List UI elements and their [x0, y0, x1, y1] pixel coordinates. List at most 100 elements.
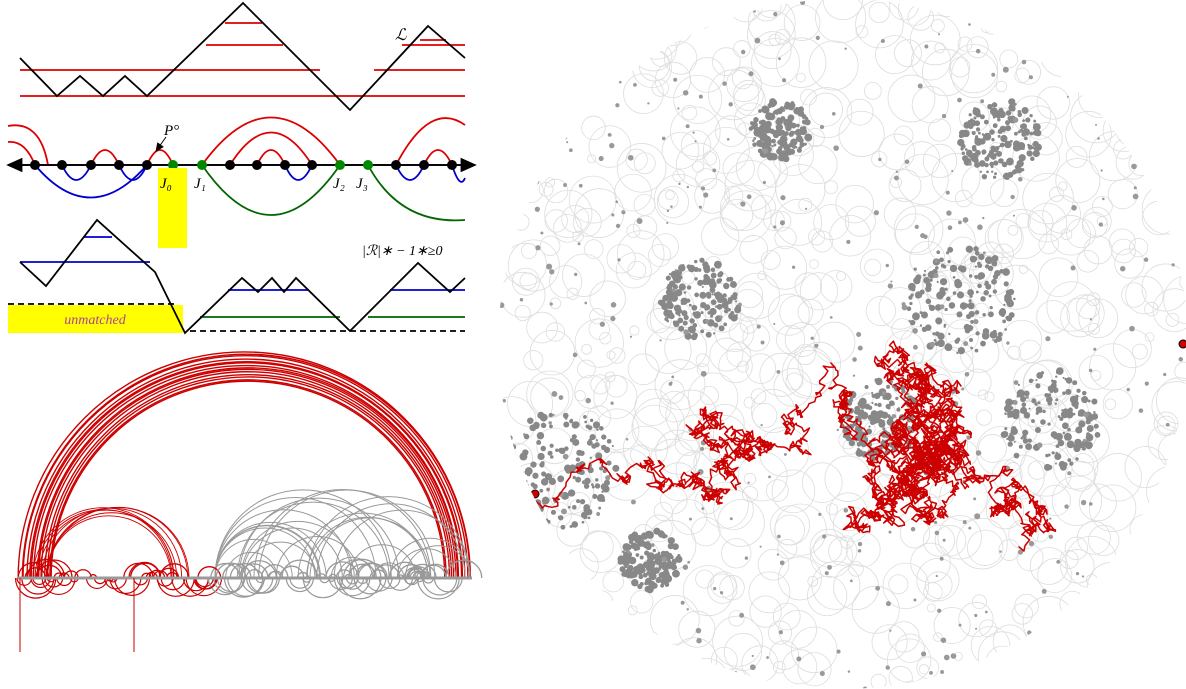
- cluster: [1123, 627, 1125, 629]
- cluster: [868, 406, 873, 411]
- cell: [1066, 111, 1112, 157]
- cell: [527, 92, 562, 127]
- cluster: [942, 114, 946, 118]
- cluster: [993, 176, 996, 179]
- cluster: [937, 333, 944, 340]
- cluster: [532, 680, 534, 682]
- cell: [641, 647, 657, 663]
- cell: [773, 603, 800, 630]
- cluster: [546, 102, 548, 104]
- cluster: [796, 124, 800, 128]
- cluster: [605, 475, 610, 480]
- cluster: [504, 455, 511, 462]
- cluster: [785, 126, 787, 128]
- cluster: [611, 213, 614, 216]
- cell: [668, 670, 684, 686]
- cell: [825, 456, 871, 502]
- cluster: [983, 290, 988, 295]
- cluster: [1139, 408, 1144, 413]
- label: P°: [163, 123, 179, 139]
- cell: [1059, 182, 1068, 191]
- cell: [1147, 129, 1186, 170]
- cluster: [498, 237, 503, 242]
- cluster: [697, 280, 703, 286]
- cluster: [1056, 560, 1060, 564]
- cluster: [1005, 398, 1013, 406]
- cluster: [768, 475, 771, 478]
- cluster: [665, 314, 668, 317]
- cell: [703, 127, 749, 173]
- cell: [1040, 32, 1084, 76]
- cluster: [872, 394, 876, 398]
- cluster: [530, 461, 536, 467]
- cluster: [918, 279, 921, 282]
- cluster: [1020, 407, 1027, 414]
- cluster: [975, 628, 977, 630]
- cell: [1167, 608, 1178, 619]
- cluster: [982, 217, 984, 219]
- cluster: [998, 332, 1003, 337]
- cluster: [888, 406, 891, 409]
- cluster: [701, 311, 704, 314]
- cluster: [537, 432, 544, 439]
- cluster: [789, 132, 794, 137]
- cluster: [501, 26, 504, 29]
- cell: [515, 305, 530, 320]
- cell: [746, 0, 756, 9]
- cluster: [977, 284, 982, 289]
- cell: [758, 158, 788, 188]
- label: J₁: [194, 176, 206, 192]
- cluster: [905, 159, 910, 164]
- cluster: [981, 149, 986, 154]
- cell: [910, 15, 960, 65]
- cell: [869, 2, 889, 22]
- cell: [504, 243, 547, 286]
- cluster: [1014, 380, 1019, 385]
- cluster: [1037, 442, 1043, 448]
- cluster: [1033, 120, 1036, 123]
- cluster: [1035, 427, 1041, 433]
- cluster: [994, 103, 998, 107]
- cell: [542, 647, 571, 676]
- cell: [1037, 87, 1069, 119]
- cell: [911, 41, 950, 80]
- cluster: [1179, 357, 1183, 361]
- cluster: [615, 103, 619, 107]
- cluster: [601, 498, 605, 502]
- cluster: [677, 107, 679, 109]
- cluster: [886, 601, 891, 606]
- cluster: [926, 299, 932, 305]
- cluster: [937, 609, 941, 613]
- cell: [754, 32, 791, 69]
- cluster: [946, 191, 950, 195]
- cell: [506, 0, 537, 19]
- cell: [1078, 75, 1121, 118]
- cluster: [558, 516, 561, 519]
- cluster: [543, 114, 546, 117]
- cluster: [1066, 377, 1072, 383]
- cluster: [1029, 408, 1031, 410]
- cluster: [526, 500, 533, 507]
- arc: [47, 516, 171, 578]
- cluster: [938, 33, 940, 35]
- cluster: [1090, 318, 1092, 320]
- cluster: [937, 281, 939, 283]
- cluster: [1043, 640, 1046, 643]
- cluster: [959, 624, 962, 627]
- cluster: [976, 150, 978, 152]
- cell: [1117, 637, 1150, 670]
- cluster: [1054, 453, 1061, 460]
- cluster: [1163, 373, 1166, 376]
- cluster: [663, 575, 667, 579]
- cluster: [556, 56, 561, 61]
- cluster: [1063, 462, 1068, 467]
- cell: [599, 333, 610, 344]
- cluster: [687, 561, 690, 564]
- cluster: [964, 303, 969, 308]
- cluster: [1089, 502, 1093, 506]
- cluster: [699, 206, 702, 209]
- cell: [512, 268, 539, 295]
- cell: [1039, 234, 1059, 254]
- cluster: [563, 183, 567, 187]
- cell: [1019, 340, 1041, 362]
